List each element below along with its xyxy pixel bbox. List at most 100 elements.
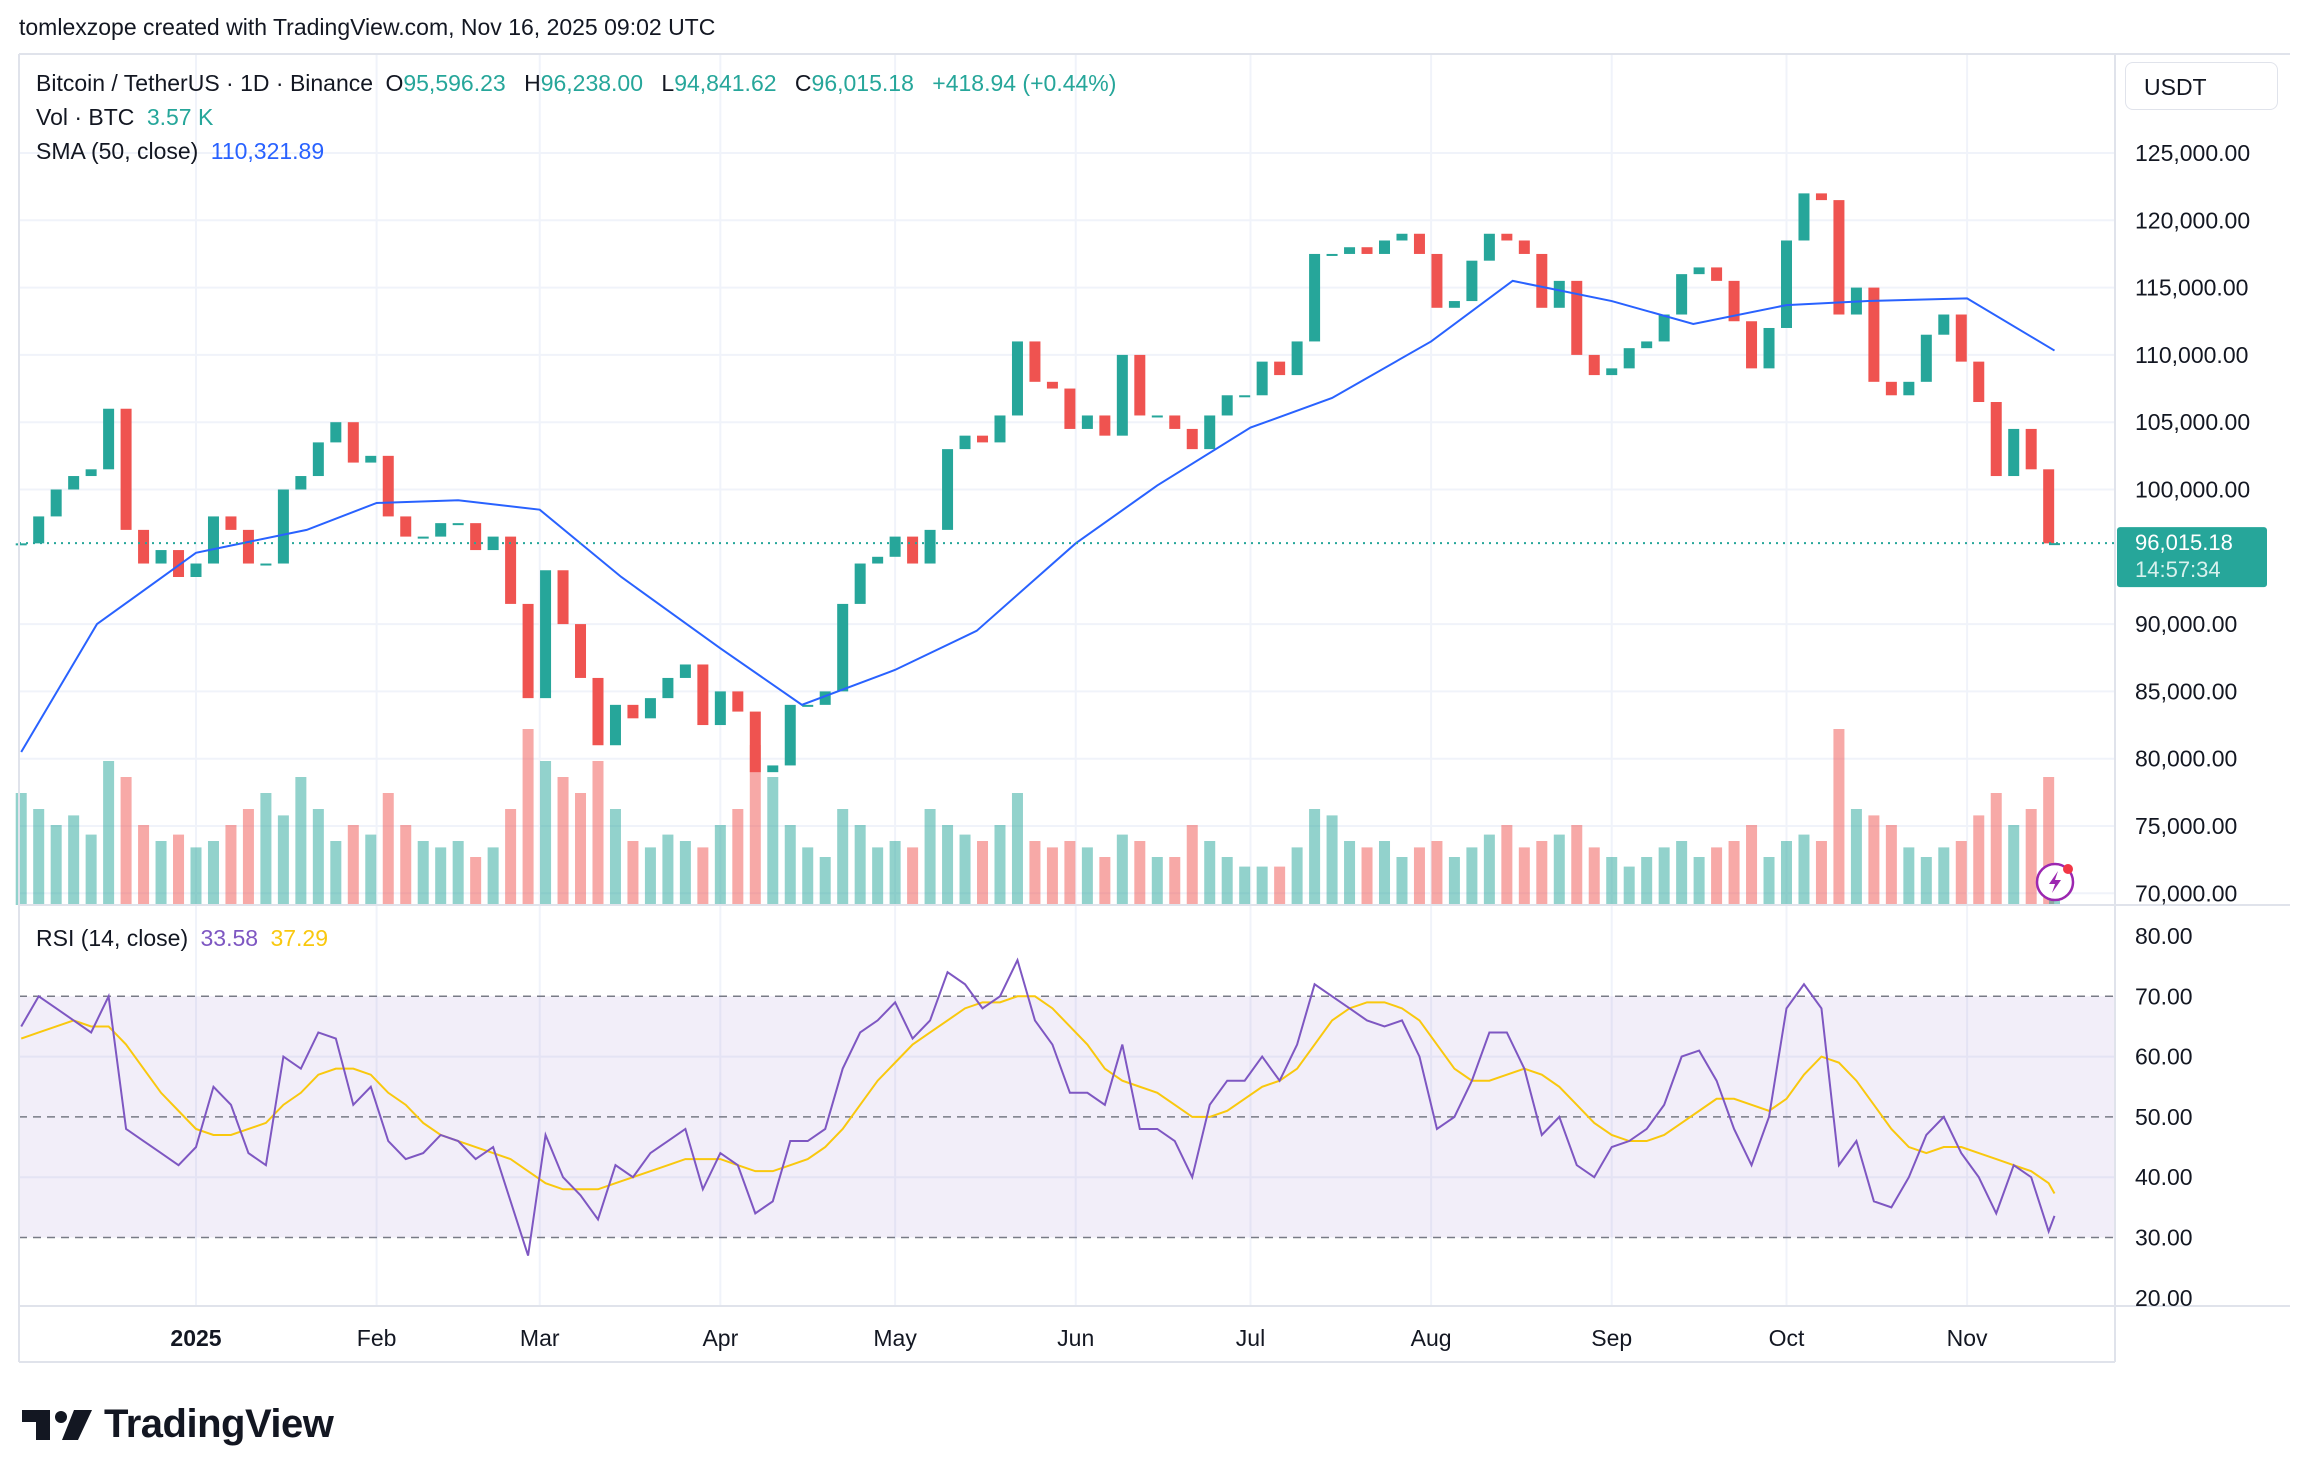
tradingview-logo[interactable]: TradingView — [22, 1402, 334, 1447]
candle — [889, 536, 901, 557]
volume-bar — [312, 809, 324, 905]
candle — [505, 536, 517, 604]
volume-bar — [50, 825, 62, 905]
volume-legend[interactable]: Vol · BTC 3.57 K — [36, 104, 219, 131]
candle — [1676, 274, 1688, 315]
price-tick-label: 125,000.00 — [2135, 140, 2250, 166]
time-axis: 2025 Feb Mar Apr May Jun Jul Aug Sep Oct Nov — [170, 1325, 1988, 1351]
ohlc-high: H96,238.00 — [524, 70, 649, 96]
candle — [732, 691, 744, 712]
volume-bar — [260, 793, 272, 905]
volume-bar — [85, 834, 97, 905]
candle — [400, 516, 412, 537]
volume-bar — [749, 745, 761, 905]
volume-bar — [1833, 729, 1845, 905]
candle — [1885, 381, 1897, 396]
rsi-legend[interactable]: RSI (14, close) 33.58 37.29 — [36, 925, 334, 952]
candle — [1693, 267, 1705, 275]
ohlc-open: O95,596.23 — [385, 70, 511, 96]
volume-bar — [1448, 857, 1460, 905]
candle — [1483, 233, 1495, 261]
sma-value: 110,321.89 — [210, 138, 325, 164]
candle — [487, 536, 499, 551]
candle — [540, 570, 552, 699]
tradingview-logo-icon — [22, 1409, 92, 1440]
price-tick-label: 105,000.00 — [2135, 409, 2250, 435]
candle — [470, 523, 482, 551]
time-tick-label: 2025 — [170, 1325, 221, 1351]
candle — [1291, 341, 1303, 376]
volume-bar — [802, 847, 814, 905]
candle — [2043, 469, 2055, 544]
volume-bar — [1938, 847, 1950, 905]
time-tick-label: Apr — [702, 1325, 738, 1351]
time-tick-label: Oct — [1769, 1325, 1805, 1351]
candle — [1938, 314, 1950, 335]
candle — [382, 455, 394, 517]
volume-bar — [522, 729, 534, 905]
candle — [1501, 233, 1513, 241]
candle — [1046, 381, 1058, 389]
candle — [1151, 415, 1163, 418]
volume-bar — [1099, 857, 1111, 905]
time-tick-label: Aug — [1411, 1325, 1452, 1351]
sma-legend[interactable]: SMA (50, close) 110,321.89 — [36, 138, 330, 165]
volume-bar — [732, 809, 744, 905]
rsi-tick-label: 70.00 — [2135, 983, 2193, 1009]
volume-bar — [1868, 815, 1880, 905]
lightning-icon[interactable] — [2035, 862, 2075, 902]
candle — [1780, 240, 1792, 328]
volume-bar — [1116, 834, 1128, 905]
volume-bar — [2025, 809, 2037, 905]
volume-bar — [1431, 841, 1443, 905]
candle — [1903, 381, 1915, 396]
volume-bar — [679, 841, 691, 905]
candle — [277, 489, 289, 564]
candle — [662, 677, 674, 699]
change-value: +418.94 (+0.44%) — [932, 70, 1117, 96]
candle — [1169, 415, 1181, 429]
candle — [1833, 200, 1845, 315]
volume-bar — [977, 841, 989, 905]
volume-bars — [15, 729, 2060, 905]
volume-bar — [347, 825, 359, 905]
candle — [697, 664, 709, 726]
sma-label: SMA (50, close) — [36, 138, 199, 164]
volume-bar — [994, 825, 1006, 905]
chart-frame — [18, 53, 2290, 1363]
volume-bar — [1169, 857, 1181, 905]
currency-button[interactable]: USDT — [2125, 62, 2278, 110]
candle — [1448, 301, 1460, 308]
candle — [15, 543, 27, 546]
price-tick-label: 90,000.00 — [2135, 611, 2237, 637]
volume-bar — [417, 841, 429, 905]
candle — [522, 603, 534, 699]
candle — [942, 449, 954, 530]
volume-bar — [1413, 847, 1425, 905]
volume-bar — [1483, 834, 1495, 905]
candle — [679, 664, 691, 678]
candle — [977, 435, 989, 443]
volume-bar — [1606, 857, 1618, 905]
rsi-tick-label: 50.00 — [2135, 1104, 2193, 1130]
candle — [1134, 354, 1146, 416]
price-tick-label: 70,000.00 — [2135, 880, 2237, 906]
candle — [1536, 253, 1548, 308]
volume-bar — [1711, 847, 1723, 905]
volume-bar — [1134, 841, 1146, 905]
volume-bar — [1064, 841, 1076, 905]
time-tick-label: Jun — [1057, 1325, 1094, 1351]
volume-bar — [1763, 857, 1775, 905]
candle — [417, 536, 429, 539]
volume-bar — [470, 857, 482, 905]
symbol-legend[interactable]: Bitcoin / TetherUS · 1D · Binance O95,59… — [36, 70, 1122, 97]
last-price-label: 96,015.18 14:57:34 — [2117, 527, 2267, 588]
symbol-title: Bitcoin / TetherUS · 1D · Binance — [36, 70, 374, 96]
candle — [1763, 327, 1775, 369]
tradingview-logo-text: TradingView — [104, 1402, 334, 1446]
volume-bar — [68, 815, 80, 905]
volume-bar — [1204, 841, 1216, 905]
volume-bar — [575, 793, 587, 905]
volume-bar — [854, 825, 866, 905]
